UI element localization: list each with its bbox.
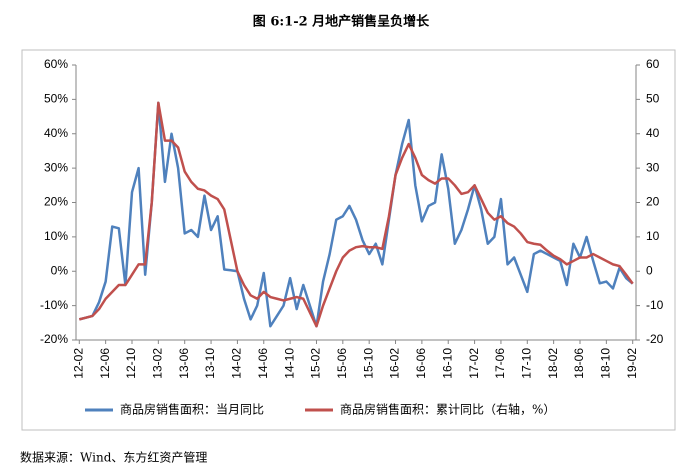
x-tick-label: 17-02 <box>467 348 481 379</box>
x-tick-label: 15-02 <box>309 348 323 379</box>
y-tick-label: 40% <box>44 126 68 140</box>
y2-tick-label: -20 <box>646 332 664 346</box>
y-tick-label: 20% <box>44 195 68 209</box>
series-line <box>78 101 634 328</box>
y2-tick-label: 40 <box>646 126 660 140</box>
x-tick-label: 17-10 <box>519 348 533 379</box>
y2-tick-label: 50 <box>646 92 660 106</box>
y2-tick-label: 20 <box>646 195 660 209</box>
x-tick-label: 15-10 <box>361 348 375 379</box>
y-tick-label: 0% <box>51 263 69 277</box>
y-tick-label: -10% <box>40 298 68 312</box>
x-tick-label: 16-02 <box>388 348 402 379</box>
source-note: 数据来源：Wind、东方红资产管理 <box>20 450 207 465</box>
x-tick-label: 12-10 <box>124 348 138 379</box>
y2-tick-label: 10 <box>646 229 660 243</box>
x-tick-label: 18-02 <box>546 348 560 379</box>
x-tick-label: 19-02 <box>625 348 639 379</box>
x-tick-label: 18-10 <box>599 348 613 379</box>
x-tick-label: 16-06 <box>414 348 428 379</box>
x-tick-label: 13-06 <box>177 348 191 379</box>
x-tick-label: 12-06 <box>98 348 112 379</box>
x-tick-label: 13-02 <box>151 348 165 379</box>
x-tick-label: 15-06 <box>335 348 349 379</box>
x-tick-label: 14-02 <box>230 348 244 379</box>
y-tick-label: 60% <box>44 57 68 71</box>
x-tick-label: 14-10 <box>282 348 296 379</box>
y-tick-label: 30% <box>44 160 68 174</box>
x-tick-label: 13-10 <box>203 348 217 379</box>
y-tick-label: -20% <box>40 332 68 346</box>
y2-tick-label: 0 <box>646 263 653 277</box>
y2-tick-label: -10 <box>646 298 664 312</box>
legend-label: 商品房销售面积：当月同比 <box>120 402 264 417</box>
series-line <box>78 101 634 328</box>
x-tick-label: 16-10 <box>440 348 454 379</box>
y2-tick-label: 30 <box>646 160 660 174</box>
legend-label: 商品房销售面积：累计同比（右轴，%） <box>340 402 555 417</box>
x-tick-label: 14-06 <box>256 348 270 379</box>
chart-title: 图 6:1-2 月地产销售呈负增长 <box>253 14 430 30</box>
x-tick-label: 12-02 <box>71 348 85 379</box>
chart-frame <box>21 49 676 431</box>
x-tick-label: 17-06 <box>493 348 507 379</box>
y2-tick-label: 60 <box>646 57 660 71</box>
x-tick-label: 18-06 <box>572 348 586 379</box>
y-tick-label: 10% <box>44 229 68 243</box>
y-tick-label: 50% <box>44 92 68 106</box>
